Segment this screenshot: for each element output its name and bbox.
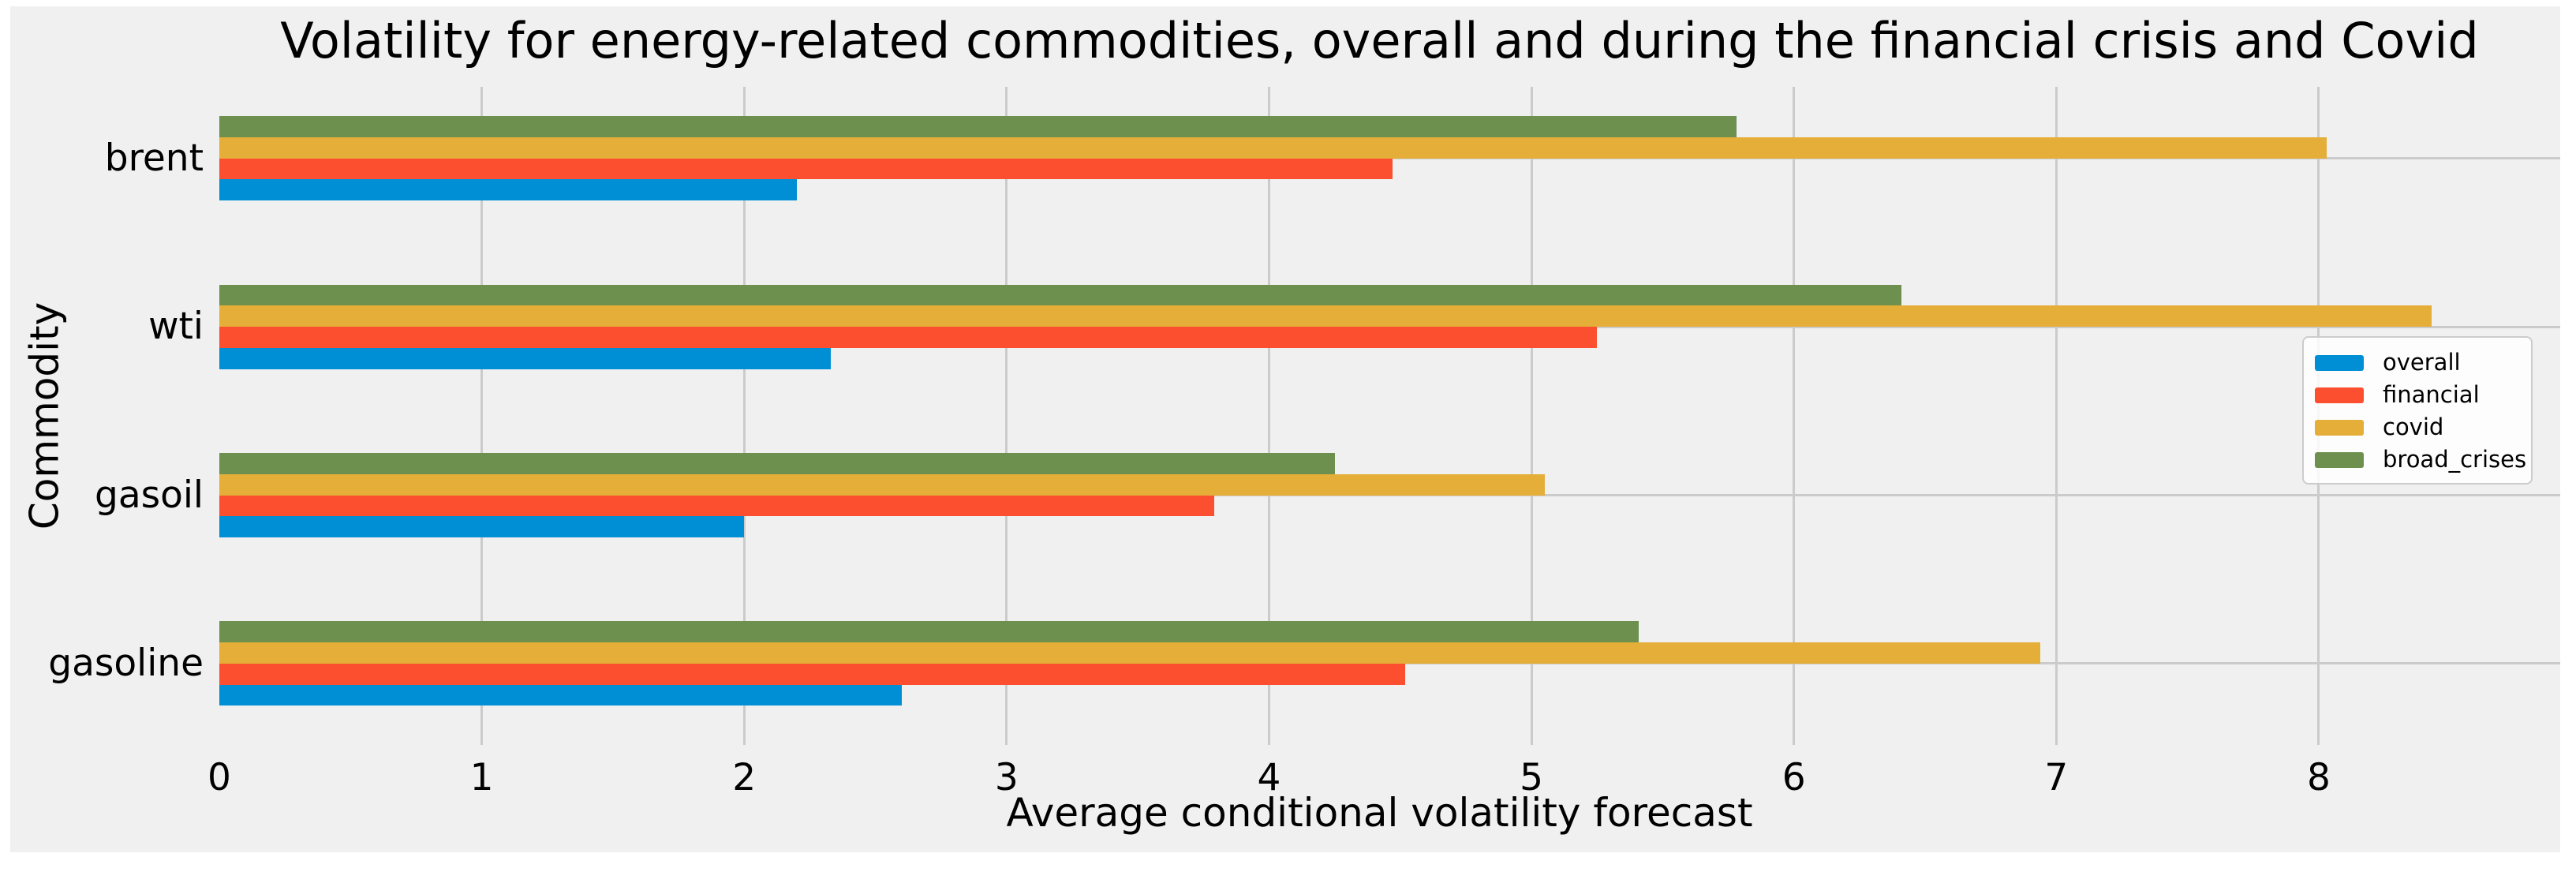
x-tick-label-5: 5	[1520, 756, 1544, 799]
legend: overall financial covid broad_crises	[2302, 336, 2533, 485]
x-gridline-7	[2054, 87, 2058, 745]
x-axis-label: Average conditional volatility forecast	[1006, 790, 1753, 836]
x-gridline-2	[742, 87, 746, 745]
bar-wti-overall	[219, 347, 831, 369]
x-gridline-3	[1005, 87, 1008, 745]
bar-brent-broad_crises	[219, 116, 1737, 137]
bar-brent-financial	[219, 158, 1393, 180]
bar-brent-covid	[219, 137, 2327, 159]
y-tick-label-gasoline: gasoline	[48, 641, 204, 685]
bar-gasoil-financial	[219, 495, 1214, 517]
legend-label-financial: financial	[2383, 380, 2480, 408]
x-tick-label-1: 1	[469, 756, 494, 799]
bar-gasoil-covid	[219, 473, 1545, 496]
bar-gasoline-financial	[219, 663, 1405, 685]
legend-item-broad_crises: broad_crises	[2315, 443, 2526, 476]
legend-label-covid: covid	[2383, 413, 2444, 440]
bar-gasoil-broad_crises	[219, 453, 1335, 474]
x-gridline-1	[480, 87, 484, 745]
legend-swatch-broad_crises	[2315, 451, 2364, 468]
x-tick-label-7: 7	[2044, 756, 2069, 799]
bar-wti-broad_crises	[219, 284, 1901, 306]
x-tick-label-8: 8	[2307, 756, 2331, 799]
x-tick-label-0: 0	[208, 756, 231, 799]
legend-swatch-covid	[2315, 419, 2364, 436]
x-tick-label-6: 6	[1782, 756, 1806, 799]
y-tick-label-brent: brent	[104, 136, 204, 180]
x-gridline-4	[1267, 87, 1270, 745]
x-tick-label-3: 3	[994, 756, 1019, 799]
legend-item-overall: overall	[2315, 346, 2520, 379]
bar-gasoil-overall	[219, 516, 744, 538]
chart-title: Volatility for energy-related commoditie…	[280, 12, 2479, 69]
legend-label-overall: overall	[2383, 348, 2461, 376]
legend-item-financial: financial	[2315, 379, 2520, 411]
bar-brent-overall	[219, 179, 797, 201]
x-tick-label-2: 2	[732, 756, 757, 799]
bar-gasoline-broad_crises	[219, 621, 1639, 643]
legend-swatch-financial	[2315, 387, 2364, 403]
x-gridline-5	[1530, 87, 1533, 745]
y-tick-label-wti: wti	[148, 304, 204, 348]
y-gridline-gasoil	[219, 494, 2560, 497]
legend-item-covid: covid	[2315, 411, 2520, 443]
bar-gasoline-overall	[219, 684, 902, 706]
legend-label-broad_crises: broad_crises	[2383, 445, 2527, 473]
bar-wti-financial	[219, 327, 1597, 348]
legend-swatch-overall	[2315, 354, 2364, 371]
bar-wti-covid	[219, 305, 2432, 327]
x-tick-label-4: 4	[1257, 756, 1281, 799]
x-gridline-6	[1793, 87, 1796, 745]
bar-gasoline-covid	[219, 642, 2040, 664]
y-tick-label-gasoil: gasoil	[95, 473, 204, 517]
